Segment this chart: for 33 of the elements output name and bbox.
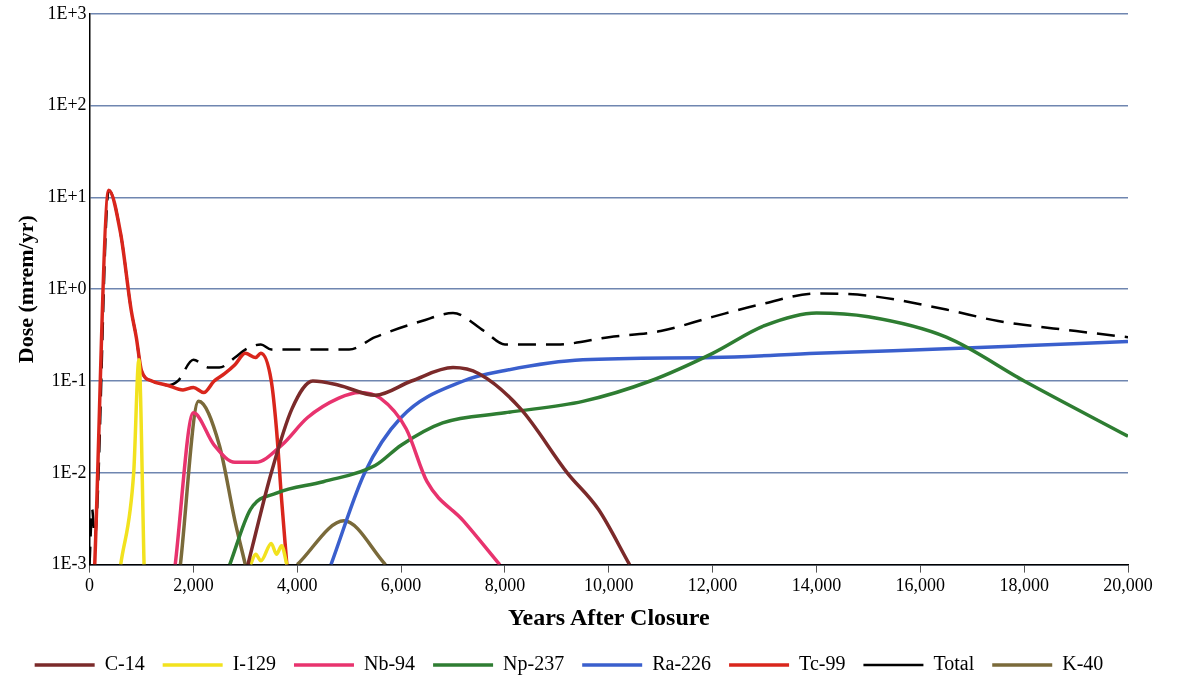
line-series — [173, 390, 502, 565]
y-tick-label: 1E+2 — [47, 94, 87, 115]
x-tick-label: 2,000 — [173, 575, 214, 596]
line-series — [329, 339, 1128, 565]
legend-label: I-129 — [232, 652, 276, 675]
x-tick-label: 0 — [85, 575, 95, 596]
x-tick-label: 16,000 — [895, 575, 946, 596]
line-series — [227, 311, 1128, 565]
y-axis-title: Dose (mrem/yr) — [12, 215, 38, 364]
y-tick-label: 1E-2 — [51, 461, 87, 482]
legend-label: Ra-226 — [652, 652, 712, 675]
x-tick-label: 4,000 — [276, 575, 318, 596]
x-tick-label: 6,000 — [380, 575, 422, 596]
legend-label: Total — [933, 652, 975, 675]
line-series — [246, 365, 632, 565]
y-tick-label: 1E+3 — [47, 2, 87, 23]
legend-label: Nb-94 — [363, 652, 416, 675]
x-tick-label: 10,000 — [584, 575, 634, 596]
legend-label: C-14 — [104, 652, 145, 675]
legend-label: Tc-99 — [799, 652, 846, 675]
x-tick-label: 18,000 — [999, 575, 1049, 596]
y-tick-label: 1E+0 — [47, 277, 87, 298]
x-axis-title: Years After Closure — [507, 603, 710, 630]
legend-label: Np-237 — [503, 652, 565, 676]
x-tick-label: 20,000 — [1103, 575, 1153, 596]
y-tick-label: 1E-1 — [51, 369, 87, 390]
x-tick-label: 14,000 — [791, 575, 842, 596]
line-series — [92, 188, 289, 565]
x-tick-label: 12,000 — [687, 575, 738, 596]
y-tick-label: 1E-3 — [51, 553, 87, 574]
y-tick-label: 1E+1 — [47, 186, 87, 207]
x-tick-label: 8,000 — [484, 575, 526, 596]
legend-label: K-40 — [1062, 652, 1104, 675]
